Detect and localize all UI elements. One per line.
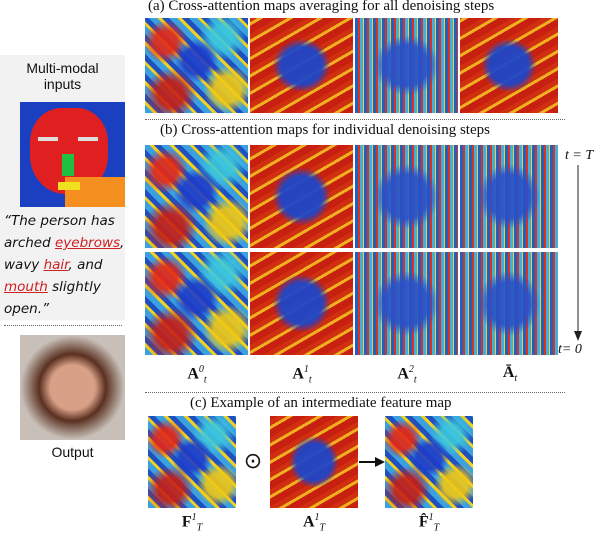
attention-map <box>355 18 458 113</box>
feature-map <box>148 416 236 508</box>
attention-map <box>250 145 353 248</box>
math-label: A0t <box>167 364 227 386</box>
feature-map <box>385 416 473 508</box>
text-prompt: “The person has arched eyebrows, wavy ha… <box>4 210 126 320</box>
symbol: F <box>182 513 192 530</box>
separator <box>145 392 565 393</box>
subscript: t <box>514 373 517 384</box>
output-label: Output <box>20 444 125 460</box>
math-label: F̂1T <box>399 512 459 534</box>
math-label: Āt <box>480 364 540 384</box>
attention-map <box>145 18 248 113</box>
subscript: t <box>309 375 312 386</box>
time-arrow <box>570 165 590 345</box>
symbol: A <box>303 513 315 530</box>
superscript: 0 <box>199 364 204 375</box>
subscript: T <box>197 523 203 534</box>
separator <box>145 119 565 120</box>
section-title: (b) Cross-attention maps for individual … <box>160 122 490 139</box>
attention-map <box>355 252 458 355</box>
section-title: (c) Example of an intermediate feature m… <box>190 395 452 412</box>
arrow <box>355 455 387 469</box>
keyword: eyebrows <box>55 235 120 251</box>
superscript: 1 <box>429 512 434 523</box>
symbol: A <box>292 365 304 382</box>
math-label: A2t <box>377 364 437 386</box>
figure: Multi-modal inputs “The person has arche… <box>0 0 607 544</box>
subscript: t <box>414 375 417 386</box>
keyword: mouth <box>4 279 48 295</box>
superscript: 1 <box>192 512 197 523</box>
subscript: T <box>434 523 440 534</box>
inputs-title: Multi-modal inputs <box>20 60 105 92</box>
math-label: A1T <box>284 512 344 534</box>
subscript: t <box>204 375 207 386</box>
superscript: 1 <box>315 512 320 523</box>
attention-map <box>460 252 558 355</box>
attention-map <box>355 145 458 248</box>
section-title: (a) Cross-attention maps averaging for a… <box>148 0 494 15</box>
math-label: A1t <box>272 364 332 386</box>
symbol: A <box>187 365 199 382</box>
attention-map <box>250 18 353 113</box>
math-label: F1T <box>162 512 222 534</box>
attention-map <box>145 145 248 248</box>
time-label: t = T <box>565 148 593 164</box>
prompt-text: , and <box>68 257 102 273</box>
attention-map <box>145 252 248 355</box>
time-label: t= 0 <box>558 342 582 358</box>
symbol: F̂ <box>419 513 429 530</box>
symbol: Ā <box>503 364 515 381</box>
subscript: T <box>320 523 326 534</box>
segmentation-map <box>20 102 125 207</box>
separator <box>4 325 122 326</box>
operator: ⊙ <box>238 448 268 474</box>
attention-map <box>270 416 358 508</box>
symbol: A <box>397 365 409 382</box>
attention-map <box>460 18 558 113</box>
output-image <box>20 335 125 440</box>
attention-map <box>460 145 558 248</box>
attention-map <box>250 252 353 355</box>
keyword: hair <box>44 257 69 273</box>
superscript: 1 <box>304 364 309 375</box>
superscript: 2 <box>409 364 414 375</box>
